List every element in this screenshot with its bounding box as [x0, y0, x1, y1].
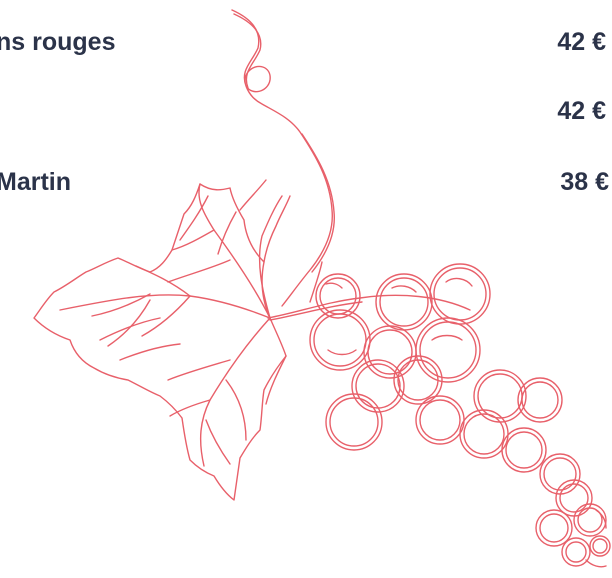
tendril — [231, 9, 333, 307]
menu-item-row: Martin 38 € — [0, 168, 612, 208]
menu-item-name: ns rouges — [0, 28, 116, 56]
grape-cluster — [309, 263, 611, 568]
menu-item-row: 42 € — [0, 97, 612, 137]
menu-item-price: 38 € — [560, 168, 609, 196]
vine-leaf — [33, 183, 287, 501]
menu-item-price: 42 € — [557, 97, 606, 125]
menu-item-row: ns rouges 42 € — [0, 28, 612, 68]
menu-item-name: Martin — [0, 168, 71, 196]
menu-item-price: 42 € — [557, 28, 606, 56]
